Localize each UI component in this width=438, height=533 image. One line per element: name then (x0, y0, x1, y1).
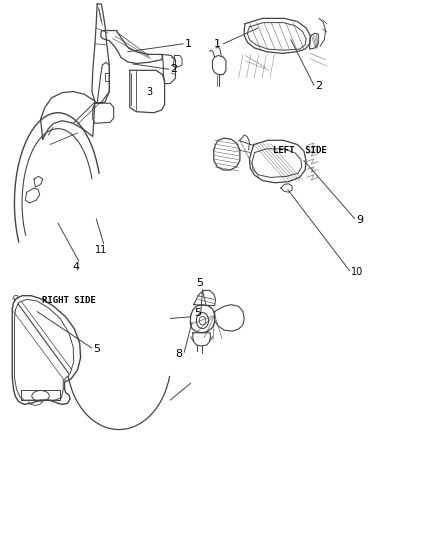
Text: 8: 8 (175, 349, 183, 359)
Text: 1: 1 (185, 39, 192, 49)
Text: 11: 11 (95, 245, 108, 255)
Text: LEFT  SIDE: LEFT SIDE (272, 147, 326, 156)
Text: 10: 10 (351, 267, 363, 277)
Text: 9: 9 (356, 215, 363, 225)
Text: 5: 5 (94, 344, 101, 354)
Text: RIGHT SIDE: RIGHT SIDE (42, 296, 96, 305)
Text: 4: 4 (73, 262, 80, 272)
Text: 1: 1 (214, 39, 221, 49)
Text: 2: 2 (170, 64, 177, 74)
Text: 5: 5 (196, 278, 203, 288)
Text: 5: 5 (194, 308, 201, 318)
Text: 3: 3 (146, 86, 152, 96)
Text: 2: 2 (316, 81, 323, 91)
